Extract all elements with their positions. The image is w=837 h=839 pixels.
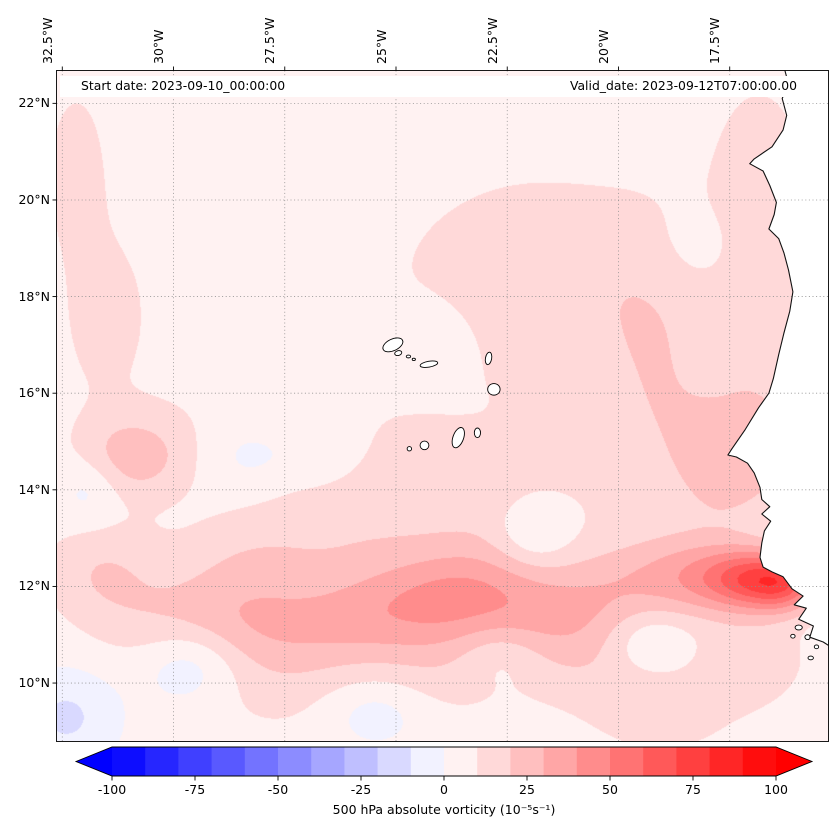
colorbar-tick-label: -100 xyxy=(97,782,127,797)
colorbar-tick-label: -50 xyxy=(267,782,289,797)
y-tick-label: 16°N xyxy=(18,385,50,401)
y-tick-label: 12°N xyxy=(18,578,50,594)
colorbar-right-arrow xyxy=(776,747,812,776)
colorbar-tick-label: 100 xyxy=(764,782,788,797)
colorbar-left-arrow xyxy=(76,747,112,776)
island xyxy=(394,350,403,357)
y-tick-label: 14°N xyxy=(18,481,50,497)
colorbar-tick-label: -25 xyxy=(350,782,372,797)
colorbar-axis-label: 500 hPa absolute vorticity (10⁻⁵s⁻¹) xyxy=(332,802,556,817)
coastline xyxy=(727,70,829,646)
x-tick-label: 22.5°W xyxy=(484,17,500,64)
islands xyxy=(382,337,820,661)
island xyxy=(419,440,430,451)
island xyxy=(790,633,796,639)
x-tick-label: 25°W xyxy=(373,29,389,64)
island xyxy=(807,655,814,661)
valid-date-annotation: Valid_date: 2023-09-12T07:00:00.00 xyxy=(566,77,800,95)
start-date-annotation: Start date: 2023-09-10_00:00:00 xyxy=(78,77,289,95)
y-tick-label: 22°N xyxy=(18,95,50,111)
y-tick-label: 20°N xyxy=(18,191,50,207)
colorbar-tick-label: 25 xyxy=(519,782,535,797)
colorbar xyxy=(74,746,814,781)
island xyxy=(794,624,803,631)
map-frame xyxy=(56,70,829,742)
land-polygon xyxy=(727,70,829,646)
axis-ticks xyxy=(52,66,731,684)
island xyxy=(405,354,412,359)
island xyxy=(419,360,439,368)
island xyxy=(487,383,501,396)
island xyxy=(406,446,413,452)
island xyxy=(813,644,820,650)
vorticity-field-canvas xyxy=(56,70,828,741)
x-tick-label: 30°W xyxy=(151,29,167,64)
island xyxy=(484,351,493,366)
colorbar-tick-label: 75 xyxy=(685,782,701,797)
y-tick-label: 10°N xyxy=(18,675,50,691)
colorbar-tick-label: -75 xyxy=(184,782,206,797)
island xyxy=(411,357,416,362)
x-tick-label: 17.5°W xyxy=(707,17,723,64)
colorbar-tick-label: 0 xyxy=(440,782,448,797)
x-tick-label: 32.5°W xyxy=(39,17,55,64)
island xyxy=(382,337,404,353)
island xyxy=(451,427,465,449)
x-tick-label: 27.5°W xyxy=(262,17,278,64)
y-tick-label: 18°N xyxy=(18,288,50,304)
map-layers xyxy=(56,70,829,742)
colorbar-tick-label: 50 xyxy=(602,782,618,797)
island xyxy=(473,427,481,439)
graticule xyxy=(56,70,829,742)
x-tick-label: 20°W xyxy=(595,29,611,64)
